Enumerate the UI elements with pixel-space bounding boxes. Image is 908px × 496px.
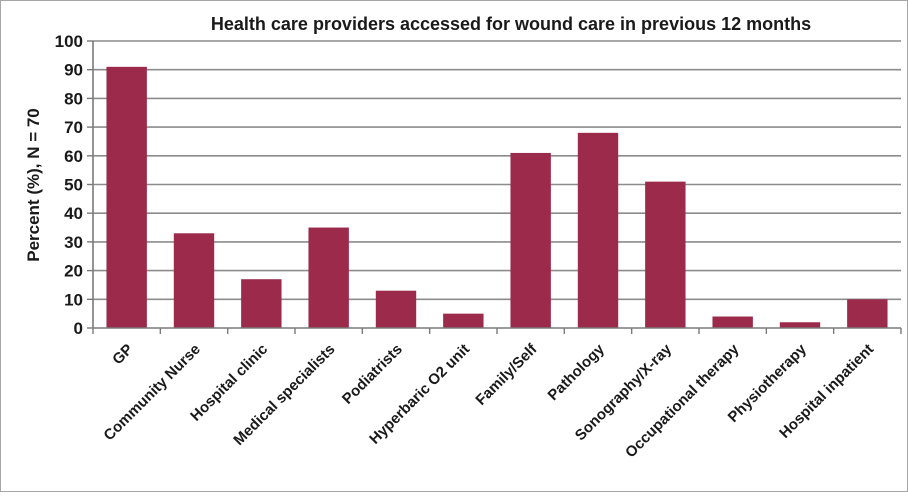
- bar: [847, 299, 888, 328]
- bars: [106, 66, 888, 328]
- bar: [645, 181, 686, 328]
- y-tick-label: 10: [64, 290, 83, 309]
- x-tick-label: Pathology: [545, 340, 609, 404]
- bar: [712, 316, 753, 328]
- y-axis-ticks: 0 10 20 30 40 50 60 70 80 90 100: [55, 32, 83, 338]
- bar: [510, 152, 551, 328]
- chart-title: Health care providers accessed for wound…: [211, 14, 811, 34]
- y-tick-label: 50: [64, 176, 83, 195]
- x-tick-label: Podiatrists: [339, 341, 406, 408]
- axes: [87, 40, 902, 334]
- y-axis-label: Percent (%), N = 70: [24, 108, 43, 262]
- y-tick-label: 100: [55, 32, 83, 51]
- y-tick-label: 80: [64, 89, 83, 108]
- bar: [443, 313, 484, 328]
- y-tick-label: 60: [64, 147, 83, 166]
- x-tick-label: Family/Self: [472, 340, 541, 409]
- gridlines: [93, 40, 901, 301]
- bar: [241, 279, 282, 328]
- bar: [173, 233, 215, 328]
- x-tick-label: Occupational therapy: [622, 340, 743, 461]
- x-tick-label: GP: [109, 341, 136, 368]
- bar: [308, 227, 349, 328]
- y-tick-label: 0: [74, 319, 83, 338]
- bar: [779, 322, 821, 328]
- y-tick-label: 30: [64, 233, 83, 252]
- bar: [375, 290, 417, 328]
- y-tick-label: 90: [64, 61, 83, 80]
- y-tick-label: 20: [64, 262, 83, 281]
- bar: [106, 66, 147, 328]
- y-tick-label: 40: [64, 204, 83, 223]
- bar: [577, 132, 619, 328]
- y-tick-label: 70: [64, 118, 83, 137]
